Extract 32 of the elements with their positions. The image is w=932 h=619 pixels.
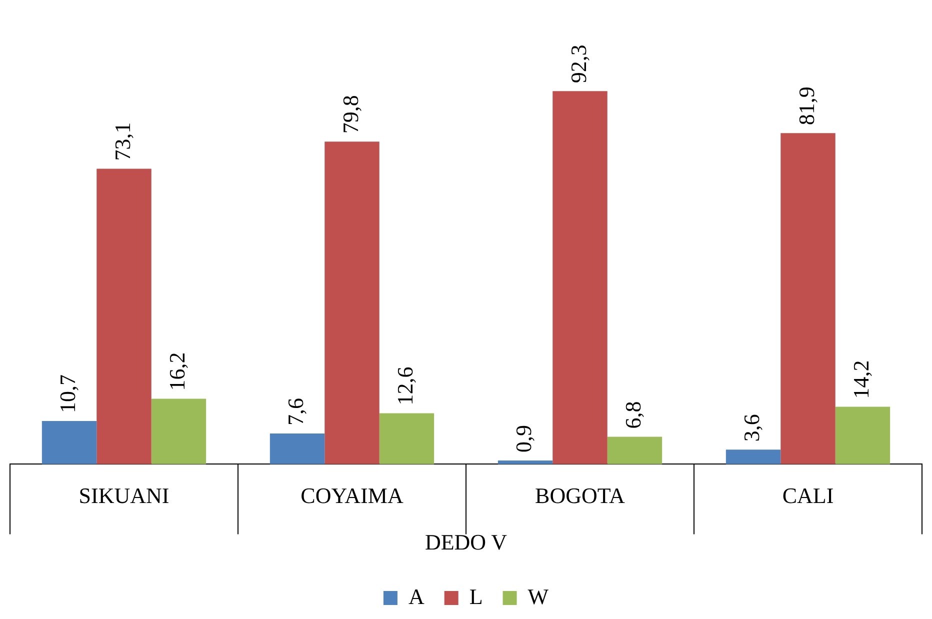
data-label: 92,3 bbox=[566, 44, 591, 84]
data-label: 73,1 bbox=[110, 122, 135, 161]
bar bbox=[835, 406, 890, 464]
bar bbox=[498, 460, 553, 464]
data-label: 16,2 bbox=[164, 352, 190, 391]
bar bbox=[324, 142, 380, 464]
legend-label: L bbox=[469, 584, 483, 609]
data-label: 81,9 bbox=[794, 86, 819, 126]
bar bbox=[96, 168, 152, 464]
x-tick-label: CALI bbox=[782, 483, 834, 508]
legend-label: A bbox=[408, 584, 424, 609]
bar bbox=[726, 450, 781, 464]
data-label: 10,7 bbox=[55, 374, 80, 413]
data-label: 7,6 bbox=[283, 398, 308, 426]
bar bbox=[780, 133, 836, 464]
bar bbox=[607, 436, 662, 464]
x-tick-label: BOGOTA bbox=[535, 483, 626, 508]
data-label: 0,9 bbox=[511, 425, 536, 453]
bar bbox=[552, 91, 608, 464]
legend-label: W bbox=[528, 584, 549, 609]
data-label: 14,2 bbox=[848, 360, 874, 399]
x-tick-label: COYAIMA bbox=[300, 483, 404, 508]
data-label: 79,8 bbox=[338, 95, 363, 134]
data-label: 3,6 bbox=[739, 414, 764, 442]
data-label: 12,6 bbox=[392, 366, 418, 406]
bar bbox=[42, 420, 97, 464]
bar bbox=[151, 398, 206, 464]
data-label: 6,8 bbox=[620, 401, 646, 429]
bar bbox=[270, 433, 325, 464]
x-axis-title: DEDO V bbox=[424, 530, 508, 555]
x-tick-label: SIKUANI bbox=[78, 483, 170, 508]
bar bbox=[379, 413, 434, 464]
